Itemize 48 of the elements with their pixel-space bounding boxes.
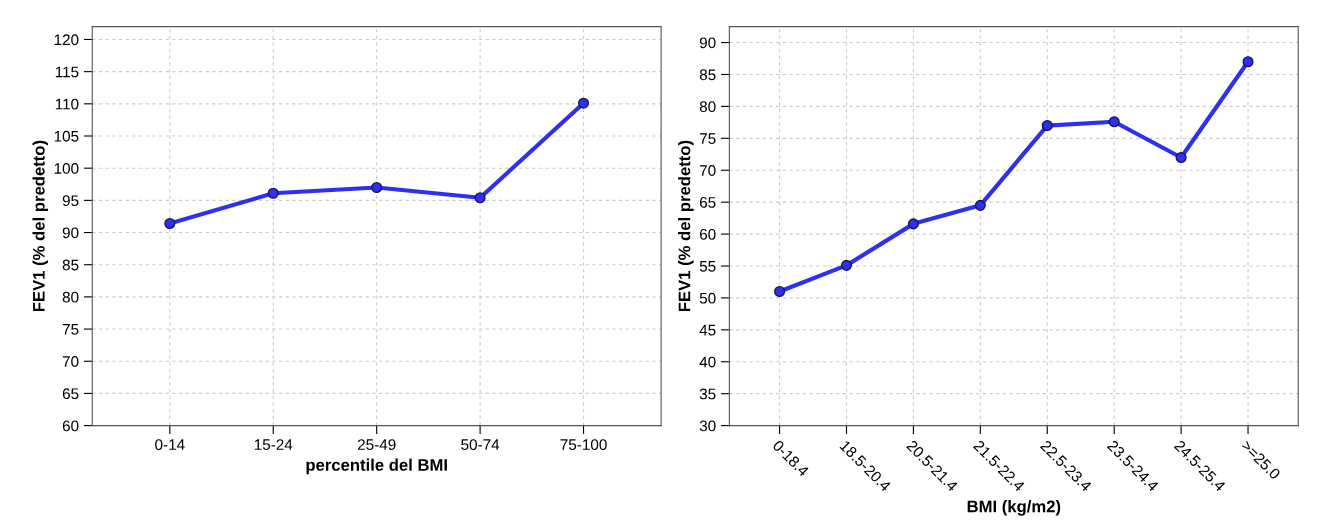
- x-tick-label: 25-49: [357, 439, 396, 451]
- x-tick-label: 75-100: [560, 439, 607, 451]
- y-tick-label: 45: [699, 324, 716, 336]
- point: [974, 199, 986, 211]
- y-tick-label: 30: [699, 420, 716, 432]
- y-tick-label: 65: [699, 197, 716, 208]
- point: [474, 192, 486, 204]
- x-tick-label: 50-74: [461, 439, 500, 451]
- y-tick-label: 35: [699, 388, 716, 400]
- point: [164, 217, 176, 230]
- x-tick-label: 0-14: [155, 439, 185, 451]
- point: [371, 181, 383, 194]
- y-tick-label: 80: [62, 291, 79, 303]
- y-tick-label: 85: [699, 69, 716, 81]
- y-tick-label: 120: [54, 34, 79, 46]
- point: [1108, 116, 1120, 128]
- y-tick-label: 105: [54, 130, 79, 142]
- point: [1041, 119, 1053, 132]
- point: [840, 259, 853, 271]
- y-tick-label: 75: [62, 324, 79, 335]
- y-tick-label: 100: [54, 163, 79, 174]
- point: [267, 187, 279, 199]
- y-axis-title: FEV1 (% del predetto): [678, 140, 694, 312]
- y-tick-label: 65: [62, 388, 79, 400]
- point: [1242, 56, 1254, 68]
- y-axis-title: FEV1 (% del predetto): [32, 140, 49, 312]
- y-tick-label: 90: [699, 37, 716, 49]
- x-axis-title: BMI (kg/m2): [967, 500, 1061, 516]
- y-tick-label: 70: [62, 356, 79, 367]
- x-tick-label: 15-24: [254, 439, 293, 451]
- y-tick-label: 70: [699, 165, 716, 176]
- y-tick-label: 60: [62, 420, 79, 432]
- y-tick-label: 95: [62, 195, 79, 207]
- y-tick-label: 80: [699, 101, 716, 113]
- y-tick-label: 110: [55, 98, 79, 110]
- point: [907, 218, 919, 230]
- y-tick-label: 90: [62, 227, 79, 239]
- x-axis-title: percentile del BMI: [306, 458, 447, 475]
- point: [774, 285, 786, 298]
- point: [1175, 151, 1187, 164]
- y-tick-label: 75: [699, 133, 716, 145]
- y-tick-label: 55: [699, 261, 716, 272]
- y-tick-label: 85: [62, 259, 79, 271]
- y-tick-label: 115: [55, 66, 79, 78]
- y-tick-label: 60: [699, 228, 716, 240]
- y-tick-label: 40: [699, 356, 716, 368]
- y-tick-label: 50: [699, 292, 716, 304]
- point: [577, 97, 590, 109]
